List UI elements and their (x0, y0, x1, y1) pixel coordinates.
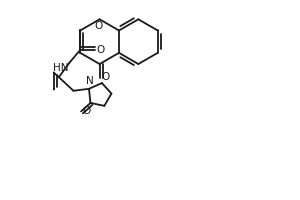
Text: O: O (94, 21, 103, 31)
Text: O: O (101, 72, 110, 82)
Text: HN: HN (53, 63, 69, 73)
Text: O: O (96, 45, 105, 55)
Text: N: N (85, 76, 93, 86)
Text: O: O (82, 106, 91, 116)
